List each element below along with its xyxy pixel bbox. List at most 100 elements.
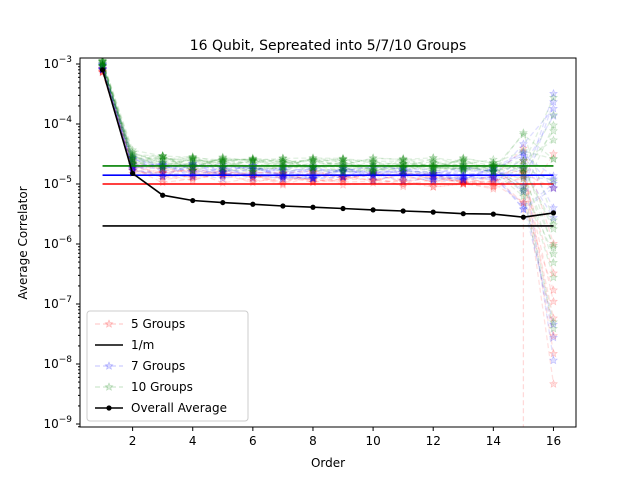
series-layer <box>97 58 559 427</box>
trace-star-point <box>128 150 138 160</box>
legend-entry: 10 Groups <box>95 380 193 394</box>
overall-average-point <box>220 199 226 206</box>
trace-star-point <box>518 185 528 194</box>
trace-star-point <box>488 166 498 176</box>
series-10-groups-traces <box>97 58 559 333</box>
overall-average-point <box>130 170 136 177</box>
trace-star-point <box>218 157 228 167</box>
trace-star-point <box>518 191 528 201</box>
trace-star-point <box>518 171 528 181</box>
trace-star-point <box>188 173 198 183</box>
trace-star-point <box>428 152 438 162</box>
trace-star-point <box>518 164 528 174</box>
trace-star-point <box>488 166 498 176</box>
trace-star-point <box>368 156 378 166</box>
trace-star-point <box>188 153 198 162</box>
trace-star-point <box>158 151 168 160</box>
trace-star-point <box>548 242 559 252</box>
trace-star-point <box>278 153 288 163</box>
trace-star-point <box>338 163 348 173</box>
trace-star-point <box>368 167 378 177</box>
legend-entry: 1/m <box>95 338 154 352</box>
overall-average-point <box>460 211 466 217</box>
trace-star-point <box>398 153 408 163</box>
overall-average-point <box>160 192 166 198</box>
trace-star-point <box>428 166 438 176</box>
trace-star-point <box>518 139 528 148</box>
trace-line <box>101 66 555 263</box>
trace-star-point <box>218 173 228 183</box>
trace-star-point <box>248 154 258 164</box>
trace-star-point <box>218 167 228 177</box>
legend-label: 5 Groups <box>131 317 185 331</box>
trace-star-point <box>428 165 438 175</box>
trace-star-point <box>308 153 318 162</box>
trace-star-point <box>428 174 438 183</box>
trace-star-point <box>338 165 348 175</box>
trace-star-point <box>338 167 348 177</box>
trace-star-point <box>428 164 438 173</box>
trace-star-point <box>308 166 318 176</box>
trace-star-point <box>308 166 318 176</box>
overall-average-point <box>190 197 196 204</box>
trace-star-point <box>398 165 408 174</box>
trace-star-point <box>128 152 138 162</box>
trace-star-point <box>488 164 498 173</box>
trace-star-point <box>158 167 168 177</box>
trace-star-point <box>548 332 559 342</box>
trace-star-point <box>368 176 378 185</box>
trace-star-point <box>158 164 168 173</box>
trace-star-point <box>188 166 198 176</box>
trace-star-point <box>158 163 168 173</box>
axes-frame <box>79 57 577 428</box>
trace-star-point <box>458 156 468 165</box>
trace-star-point <box>128 154 138 164</box>
trace-star-point <box>308 154 318 164</box>
trace-star-point <box>128 145 138 155</box>
legend-star-marker <box>104 361 114 370</box>
trace-star-point <box>368 167 378 177</box>
trace-star-point <box>368 175 378 185</box>
trace-star-point <box>518 164 528 173</box>
trace-line <box>101 65 555 255</box>
trace-star-point <box>518 167 528 176</box>
trace-star-point <box>248 167 258 176</box>
trace-star-point <box>368 153 378 163</box>
trace-star-point <box>488 165 498 175</box>
trace-star-point <box>548 126 559 135</box>
trace-star-point <box>548 149 559 158</box>
y-tick-base: 10 <box>43 297 58 311</box>
trace-star-point <box>548 154 559 164</box>
y-tick-exponent: −4 <box>59 115 73 125</box>
trace-star-point <box>518 156 528 165</box>
trace-star-point <box>548 331 559 340</box>
trace-star-point <box>549 285 559 295</box>
trace-star-point <box>518 199 528 209</box>
trace-star-point <box>158 154 168 164</box>
trace-star-point <box>338 166 348 176</box>
trace-star-point <box>308 155 318 165</box>
trace-star-point <box>338 154 348 164</box>
trace-star-point <box>128 149 138 159</box>
trace-star-point <box>488 167 498 177</box>
trace-line <box>101 64 554 180</box>
trace-star-point <box>278 157 288 167</box>
trace-star-point <box>548 103 559 113</box>
trace-star-point <box>158 164 168 173</box>
trace-star-point <box>308 174 318 184</box>
trace-star-point <box>308 165 318 174</box>
trace-star-point <box>518 147 528 157</box>
trace-star-point <box>518 165 528 175</box>
y-tick-exponent: −6 <box>59 235 73 245</box>
trace-star-point <box>338 174 348 184</box>
trace-star-point <box>278 167 288 176</box>
trace-star-point <box>428 157 438 167</box>
trace-star-point <box>278 164 288 173</box>
trace-star-point <box>518 129 528 139</box>
trace-star-point <box>158 167 168 177</box>
trace-star-point <box>368 164 378 174</box>
series-5-groups-traces <box>97 63 559 427</box>
trace-star-point <box>218 153 228 163</box>
trace-star-point <box>338 156 348 166</box>
trace-star-point <box>548 88 559 98</box>
